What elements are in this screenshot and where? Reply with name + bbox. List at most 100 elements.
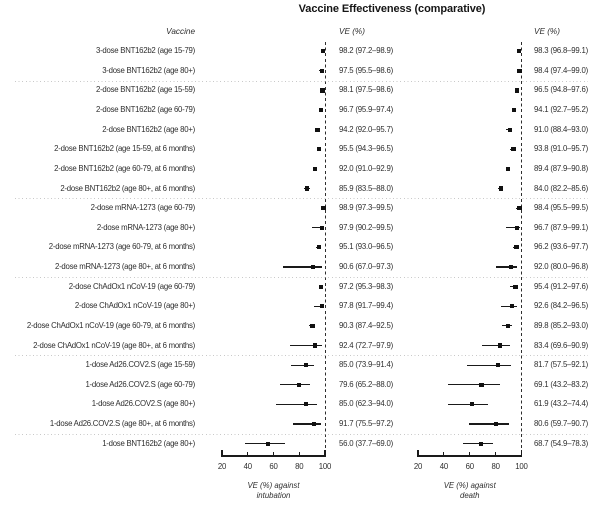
point-marker-intubation [320,49,325,54]
point-marker-intubation [320,88,325,93]
ve-value-intubation: 85.9 (83.5–88.0) [339,183,394,193]
x-axis-title-line1: VE (%) against [247,480,300,490]
ci-line-intubation [289,344,323,347]
point-marker-death [511,107,516,113]
point-marker-death [514,88,520,93]
group-separator [15,198,588,200]
ci-line-intubation [282,266,322,268]
ve-value-intubation: 92.0 (91.0–92.9) [339,163,394,173]
ve-value-death: 68.7 (54.9–78.3) [534,438,589,448]
ve-value-death: 95.4 (91.2–97.6) [534,281,589,291]
point-marker-intubation [296,382,301,387]
vaccine-row-label: 2-dose ChAdOx1 nCoV-19 (age 60-79) [68,281,196,291]
x-axis-tick-intubation [298,451,300,456]
ve-value-intubation: 97.8 (91.7–99.4) [339,301,394,311]
point-marker-death [511,147,516,152]
x-axis-tick-label-death: 60 [465,461,474,471]
x-axis-tick-intubation [247,451,249,456]
ve-value-death: 61.9 (43.2–74.4) [534,399,589,409]
point-marker-death [517,49,522,54]
ve-value-intubation: 94.2 (92.0–95.7) [339,124,394,134]
vaccine-row-label: 2-dose BNT162b2 (age 60-79) [95,105,195,115]
ve-value-intubation: 90.3 (87.4–92.5) [339,320,394,330]
point-marker-intubation [318,107,323,113]
vaccine-row-label: 2-dose BNT162b2 (age 80+) [102,124,195,134]
x-axis-title-death: VE (%) against death [410,481,530,502]
ve-value-intubation: 98.1 (97.5–98.6) [339,85,394,95]
point-marker-death [505,166,510,171]
ve-value-intubation: 95.1 (93.0–96.5) [339,242,394,252]
point-marker-death [495,363,500,368]
vaccine-row-label: 2-dose BNT162b2 (age 60-79, at 6 months) [54,163,195,173]
ci-line-death [448,384,500,386]
point-marker-intubation [310,323,315,328]
ci-line-intubation [276,403,318,405]
ci-line-intubation [291,364,314,366]
column-header-vaccine: Vaccine [166,27,195,36]
point-marker-intubation [316,245,321,250]
ci-line-death [469,423,510,425]
group-separator [15,276,588,278]
point-marker-intubation [317,147,322,152]
point-marker-intubation [312,421,317,427]
ve-value-intubation: 97.2 (95.3–98.3) [339,281,394,291]
point-marker-intubation [320,304,325,309]
x-axis-title-line2: intubation [256,491,291,501]
vaccine-row-label: 1-dose Ad26.COV2.S (age 80+) [91,399,196,409]
ve-value-intubation: 97.5 (95.5–98.6) [339,65,394,75]
point-marker-intubation [310,264,315,270]
x-axis-intubation [221,455,326,457]
point-marker-intubation [321,206,326,211]
x-axis-tick-intubation [221,450,223,456]
point-marker-death [509,304,514,309]
ci-line-intubation [280,384,310,386]
ve-value-death: 93.8 (91.0–95.7) [534,144,589,154]
x-axis-tick-death [443,451,445,456]
ve-value-intubation: 91.7 (75.5–97.2) [339,418,394,428]
ci-line-intubation [312,227,325,229]
x-axis-tick-label-intubation: 20 [217,461,227,471]
point-marker-death [494,421,499,427]
point-marker-death [513,284,518,289]
reference-line-death [521,42,522,456]
ve-value-death: 92.6 (84.2–96.5) [534,301,589,311]
ve-value-death: 96.7 (87.9–99.1) [534,222,589,232]
ve-value-death: 89.4 (87.9–90.8) [534,163,589,173]
vaccine-row-label: 2-dose BNT162b2 (age 15-59, at 6 months) [54,144,195,154]
vaccine-row-label: 2-dose BNT162b2 (age 80+, at 6 months) [60,183,195,193]
x-axis-tick-label-death: 80 [491,461,500,471]
point-marker-death [514,245,519,250]
point-marker-intubation [312,166,317,171]
ve-value-death: 91.0 (88.4–93.0) [534,124,589,134]
ci-line-death [466,364,512,366]
ci-line-death [505,227,521,229]
ci-line-intubation [244,443,286,445]
x-axis-tick-intubation [324,450,326,456]
x-axis-tick-death [520,450,523,456]
x-axis-tick-label-death: 20 [413,461,423,471]
vaccine-row-label: 2-dose mRNA-1273 (age 80+, at 6 months) [55,262,195,272]
point-marker-intubation [320,225,325,230]
ci-line-death [463,443,494,445]
vaccine-row-label: 2-dose ChAdOx1 nCoV-19 (age 60-79, at 6 … [26,320,195,330]
ve-value-intubation: 95.5 (94.3–96.5) [339,144,394,154]
point-marker-intubation [304,186,309,191]
point-marker-death [507,127,512,132]
x-axis-title-line2: death [459,491,480,501]
point-marker-death [498,186,503,191]
point-marker-death [478,441,484,446]
ve-value-intubation: 96.7 (95.9–97.4) [339,105,394,115]
x-axis-tick-label-intubation: 60 [269,461,278,471]
vaccine-row-label: 1-dose Ad26.COV2.S (age 60-79) [85,379,195,389]
group-separator [15,355,588,357]
column-header-ve-intubation: VE (%) [339,27,365,36]
vaccine-row-label: 2-dose mRNA-1273 (age 60-79) [90,203,196,213]
ve-value-intubation: 92.4 (72.7–97.9) [339,340,394,350]
x-axis-tick-label-death: 100 [515,461,528,471]
x-axis-tick-label-death: 40 [439,461,449,471]
ve-value-death: 96.5 (94.8–97.6) [534,85,589,95]
point-marker-death [517,68,522,73]
ve-value-intubation: 97.9 (90.2–99.5) [339,222,394,232]
ve-value-death: 98.3 (96.8–99.1) [534,46,589,56]
